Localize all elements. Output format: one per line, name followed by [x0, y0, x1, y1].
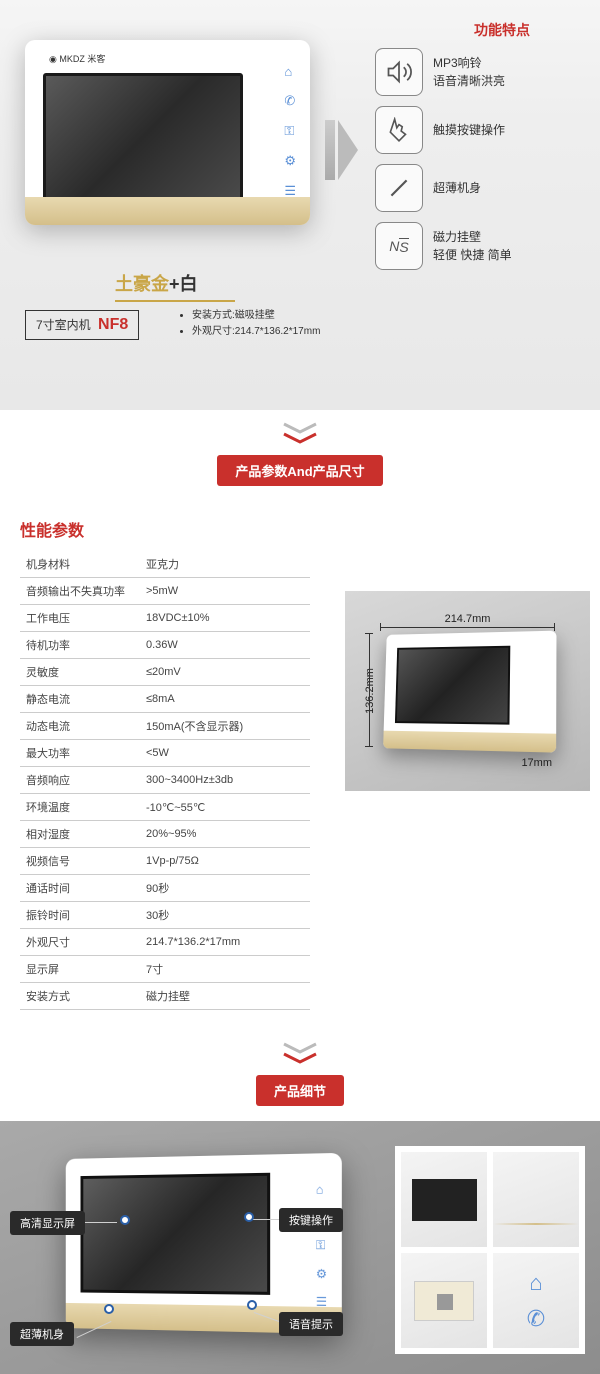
- table-row: 动态电流150mA(不含显示器): [20, 713, 310, 740]
- table-row: 机身材料亚克力: [20, 551, 310, 578]
- thumbnail: [401, 1152, 487, 1247]
- table-row: 相对湿度20%~95%: [20, 821, 310, 848]
- callout-label: 超薄机身: [10, 1322, 74, 1346]
- device-gold-trim: [25, 197, 310, 225]
- table-row: 音频响应300~3400Hz±3db: [20, 767, 310, 794]
- arrow-icon: [325, 120, 358, 180]
- device-touch-icons: ⌂✆⚿⚙☰: [284, 64, 296, 199]
- chevron-divider-icon: [0, 1030, 600, 1075]
- table-row: 静态电流≤8mA: [20, 686, 310, 713]
- device-screen: [43, 73, 243, 201]
- install-info: 安装方式:磁吸挂壁 外观尺寸:214.7*136.2*17mm: [180, 308, 320, 340]
- table-row: 安装方式磁力挂壁: [20, 983, 310, 1010]
- touch-icon: [375, 106, 423, 154]
- device-render: [383, 631, 556, 753]
- detail-thumbnail-grid: ⌂✆: [395, 1146, 585, 1354]
- feature-list: MP3响铃语音清晰洪亮 触摸按键操作 超薄机身 NS 磁力挂壁轻便 快捷 简单: [375, 48, 580, 280]
- table-row: 灵敏度≤20mV: [20, 659, 310, 686]
- table-row: 显示屏7寸: [20, 956, 310, 983]
- feature-item: 触摸按键操作: [375, 106, 580, 154]
- magnet-icon: NS: [375, 222, 423, 270]
- thumbnail: [493, 1152, 579, 1247]
- section-heading: 产品参数And产品尺寸: [217, 455, 382, 486]
- callout-label: 语音提示: [279, 1312, 343, 1336]
- detail-section: ⌂✆⚿⚙☰ 高清显示屏 超薄机身 按键操作 语音提示 ⌂✆: [0, 1121, 600, 1374]
- spec-table: 机身材料亚克力音频输出不失真功率>5mW工作电压18VDC±10%待机功率0.3…: [20, 551, 310, 1010]
- table-row: 通话时间90秒: [20, 875, 310, 902]
- detail-callout-image: ⌂✆⚿⚙☰ 高清显示屏 超薄机身 按键操作 语音提示: [15, 1146, 383, 1354]
- speaker-icon: [375, 48, 423, 96]
- thumbnail: ⌂✆: [493, 1253, 579, 1348]
- brand-logo: ◉ MKDZ 米客: [49, 52, 292, 65]
- color-variant-label: 土豪金+白: [115, 270, 235, 302]
- callout-label: 按键操作: [279, 1208, 343, 1232]
- dimension-diagram: 214.7mm 136.2mm 17mm: [345, 591, 590, 791]
- feature-item: NS 磁力挂壁轻便 快捷 简单: [375, 222, 580, 270]
- thumbnail: [401, 1253, 487, 1348]
- product-image: ◉ MKDZ 米客 ⌂✆⚿⚙☰: [25, 40, 310, 225]
- table-row: 环境温度-10℃~55℃: [20, 794, 310, 821]
- features-heading: 功能特点: [474, 20, 530, 40]
- specs-section: 性能参数 机身材料亚克力音频输出不失真功率>5mW工作电压18VDC±10%待机…: [0, 501, 600, 1030]
- model-badge: 7寸室内机 NF8: [25, 310, 139, 340]
- feature-item: MP3响铃语音清晰洪亮: [375, 48, 580, 96]
- spec-table-title: 性能参数: [20, 517, 580, 541]
- table-row: 外观尺寸214.7*136.2*17mm: [20, 929, 310, 956]
- table-row: 待机功率0.36W: [20, 632, 310, 659]
- hero-section: ◉ MKDZ 米客 ⌂✆⚿⚙☰ 土豪金+白 7寸室内机 NF8 安装方式:磁吸挂…: [0, 0, 600, 410]
- slim-icon: [375, 164, 423, 212]
- section-heading: 产品细节: [256, 1075, 344, 1106]
- feature-item: 超薄机身: [375, 164, 580, 212]
- table-row: 最大功率<5W: [20, 740, 310, 767]
- table-row: 视频信号1Vp-p/75Ω: [20, 848, 310, 875]
- table-row: 音频输出不失真功率>5mW: [20, 578, 310, 605]
- chevron-divider-icon: [0, 410, 600, 455]
- callout-label: 高清显示屏: [10, 1211, 85, 1235]
- table-row: 振铃时间30秒: [20, 902, 310, 929]
- table-row: 工作电压18VDC±10%: [20, 605, 310, 632]
